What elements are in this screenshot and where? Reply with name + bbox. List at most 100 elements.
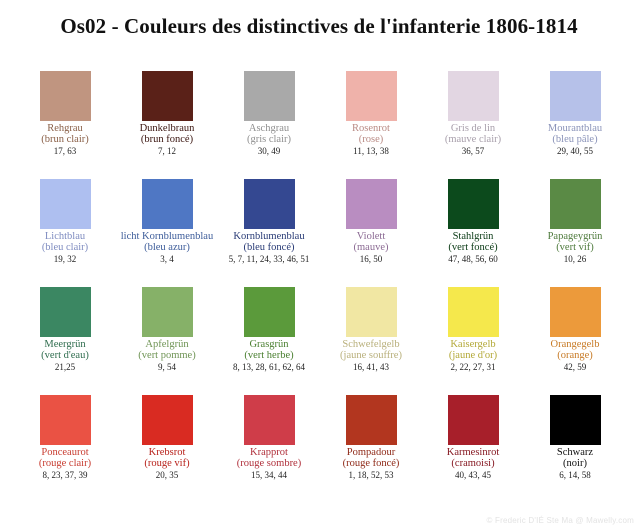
swatch-card: Dunkelbraun (brun foncé) 7, 12: [116, 68, 218, 176]
swatch-name: Lichtblau: [44, 231, 86, 242]
color-swatch: [549, 395, 601, 445]
color-swatch: [243, 179, 295, 229]
regiment-numbers: 5, 7, 11, 24, 33, 46, 51: [228, 254, 310, 264]
swatch-card: Violett (mauve) 16, 50: [320, 176, 422, 284]
swatch-card: Rosenrot (rose) 11, 13, 38: [320, 68, 422, 176]
color-swatch: [447, 395, 499, 445]
swatch-name: Meergrün: [44, 339, 86, 350]
regiment-numbers: 17, 63: [53, 146, 77, 156]
color-swatch: [345, 395, 397, 445]
swatch-name: Mourantblau: [547, 123, 603, 134]
swatch-french-name: (vert d'eau): [41, 350, 89, 361]
swatch-name: Grasgrün: [249, 339, 289, 350]
color-swatch: [243, 395, 295, 445]
regiment-numbers: 3, 4: [160, 254, 174, 264]
swatch-french-name: (brun clair): [41, 134, 89, 145]
swatch-card: Krebsrot (rouge vif) 20, 35: [116, 392, 218, 500]
swatch-name: Rosenrot: [352, 123, 390, 134]
swatch-name: Orangegelb: [550, 339, 600, 350]
swatch-french-name: (bleu pâle): [552, 134, 598, 145]
swatch-card: Apfelgrün (vert pomme) 9, 54: [116, 284, 218, 392]
swatch-card: licht Kornblumenblau (bleu azur) 3, 4: [116, 176, 218, 284]
swatch-name: Dunkelbraun: [139, 123, 195, 134]
swatch-name: Schwarz: [556, 447, 594, 458]
swatch-card: Gris de lin (mauve clair) 36, 57: [422, 68, 524, 176]
swatch-card: Krapprot (rouge sombre) 15, 34, 44: [218, 392, 320, 500]
swatch-name: Ponceaurot: [41, 447, 89, 458]
swatch-french-name: (rouge clair): [38, 458, 92, 469]
color-swatch-grid: Rehgrau (brun clair) 17, 63 Dunkelbraun …: [14, 68, 626, 500]
regiment-numbers: 16, 50: [359, 254, 383, 264]
color-swatch: [447, 179, 499, 229]
regiment-numbers: 16, 41, 43: [353, 362, 389, 372]
regiment-numbers: 10, 26: [563, 254, 587, 264]
regiment-numbers: 9, 54: [158, 362, 176, 372]
color-swatch: [345, 179, 397, 229]
color-swatch: [243, 71, 295, 121]
swatch-card: Lichtblau (bleu clair) 19, 32: [14, 176, 116, 284]
swatch-french-name: (rouge foncé): [342, 458, 400, 469]
swatch-french-name: (bleu azur): [144, 242, 190, 253]
swatch-card: Schwarz (noir) 6, 14, 58: [524, 392, 626, 500]
swatch-french-name: (bleu clair): [41, 242, 89, 253]
regiment-numbers: 40, 43, 45: [455, 470, 491, 480]
swatch-card: Kaisergelb (jaune d'or) 2, 22, 27, 31: [422, 284, 524, 392]
swatch-name: Karmesinrot: [446, 447, 500, 458]
swatch-name: Gris de lin: [450, 123, 496, 134]
swatch-card: Mourantblau (bleu pâle) 29, 40, 55: [524, 68, 626, 176]
swatch-name: licht Kornblumenblau: [120, 231, 214, 242]
regiment-numbers: 20, 35: [155, 470, 179, 480]
swatch-french-name: (noir): [563, 458, 587, 469]
swatch-french-name: (rose): [358, 134, 384, 145]
regiment-numbers: 15, 34, 44: [251, 470, 287, 480]
swatch-name: Papageygrün: [547, 231, 603, 242]
swatch-card: Pompadour (rouge foncé) 1, 18, 52, 53: [320, 392, 422, 500]
swatch-name: Rehgrau: [47, 123, 83, 134]
regiment-numbers: 8, 13, 28, 61, 62, 64: [233, 362, 305, 372]
swatch-french-name: (vert herbe): [244, 350, 294, 361]
color-swatch: [549, 179, 601, 229]
regiment-numbers: 2, 22, 27, 31: [450, 362, 496, 372]
swatch-french-name: (jaune d'or): [448, 350, 498, 361]
swatch-french-name: (bleu foncé): [243, 242, 295, 253]
watermark: © Frederic D'IÉ Ste Ma @ Mawelly.com: [486, 516, 634, 525]
swatch-french-name: (vert vif): [556, 242, 594, 253]
regiment-numbers: 21,25: [54, 362, 76, 372]
swatch-card: Stahlgrün (vert foncé) 47, 48, 56, 60: [422, 176, 524, 284]
swatch-card: Papageygrün (vert vif) 10, 26: [524, 176, 626, 284]
swatch-french-name: (vert foncé): [448, 242, 498, 253]
swatch-name: Stahlgrün: [452, 231, 494, 242]
regiment-numbers: 6, 14, 58: [559, 470, 591, 480]
regiment-numbers: 8, 23, 37, 39: [42, 470, 88, 480]
regiment-numbers: 47, 48, 56, 60: [448, 254, 498, 264]
swatch-name: Apfelgrün: [145, 339, 189, 350]
color-swatch: [39, 395, 91, 445]
swatch-french-name: (rouge vif): [144, 458, 190, 469]
regiment-numbers: 7, 12: [158, 146, 176, 156]
swatch-name: Kaisergelb: [450, 339, 496, 350]
regiment-numbers: 1, 18, 52, 53: [348, 470, 394, 480]
swatch-french-name: (cramoisi): [451, 458, 495, 469]
swatch-card: Grasgrün (vert herbe) 8, 13, 28, 61, 62,…: [218, 284, 320, 392]
regiment-numbers: 36, 57: [461, 146, 485, 156]
swatch-card: Aschgrau (gris clair) 30, 49: [218, 68, 320, 176]
color-swatch: [345, 71, 397, 121]
swatch-card: Kornblumenblau (bleu foncé) 5, 7, 11, 24…: [218, 176, 320, 284]
swatch-french-name: (rouge sombre): [236, 458, 302, 469]
swatch-name: Schwefelgelb: [342, 339, 400, 350]
color-swatch: [243, 287, 295, 337]
swatch-card: Karmesinrot (cramoisi) 40, 43, 45: [422, 392, 524, 500]
swatch-name: Aschgrau: [248, 123, 290, 134]
color-swatch: [39, 287, 91, 337]
color-swatch: [549, 71, 601, 121]
swatch-name: Violett: [356, 231, 386, 242]
color-swatch: [141, 71, 193, 121]
swatch-name: Pompadour: [346, 447, 396, 458]
color-swatch: [141, 287, 193, 337]
regiment-numbers: 19, 32: [53, 254, 77, 264]
swatch-french-name: (gris clair): [246, 134, 292, 145]
swatch-french-name: (jaune souffre): [340, 350, 402, 361]
swatch-french-name: (vert pomme): [138, 350, 196, 361]
swatch-french-name: (mauve): [353, 242, 389, 253]
color-swatch: [447, 287, 499, 337]
